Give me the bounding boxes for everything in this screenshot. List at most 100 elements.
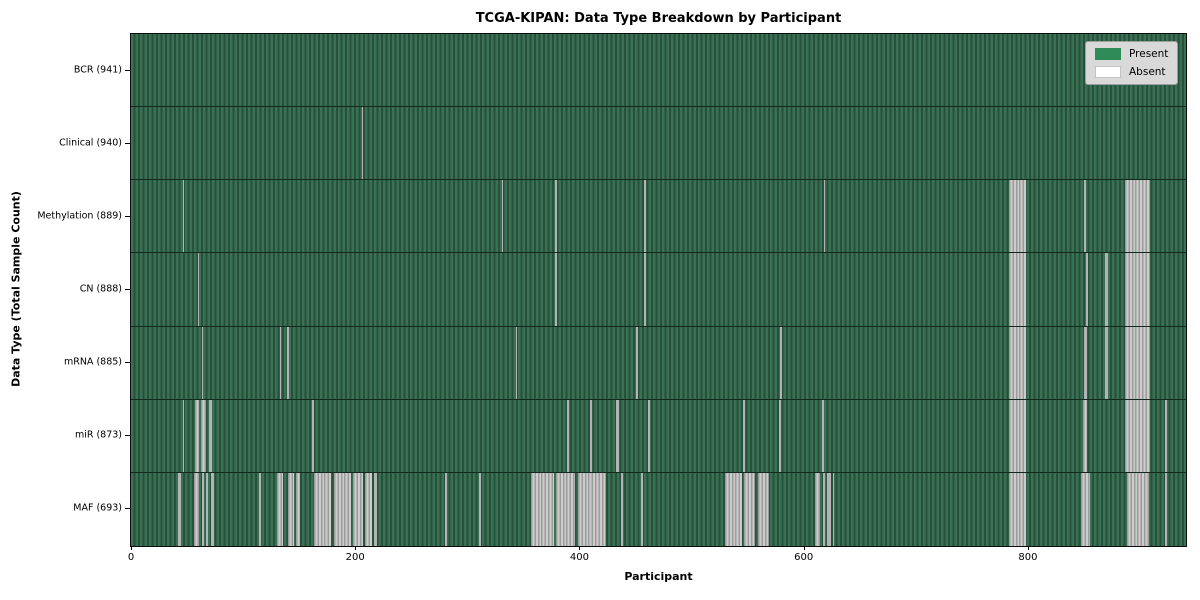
heatmap-row-mrna [131, 326, 1186, 400]
absent-stripe [182, 180, 184, 253]
absent-stripe [1126, 472, 1149, 546]
absent-stripe [1008, 180, 1026, 253]
ytick-mark [125, 289, 130, 290]
absent-stripe [1083, 180, 1087, 253]
absent-stripe [361, 107, 364, 180]
absent-swatch [1095, 66, 1121, 78]
absent-stripe [589, 399, 592, 472]
absent-stripe [822, 472, 825, 546]
absent-stripe [1008, 472, 1026, 546]
absent-stripe [286, 326, 290, 399]
absent-stripe [1125, 253, 1151, 326]
heatmap-row-clinical [131, 107, 1186, 181]
x-axis-label: Participant [624, 570, 693, 583]
absent-stripe [1008, 326, 1026, 399]
absent-stripe [1086, 253, 1089, 326]
absent-stripe [206, 472, 209, 546]
absent-stripe [1008, 399, 1026, 472]
absent-stripe [743, 399, 746, 472]
chart-title: TCGA-KIPAN: Data Type Breakdown by Parti… [475, 11, 842, 26]
heatmap-row-maf [131, 472, 1186, 546]
xtick-mark [131, 546, 132, 550]
absent-stripe [814, 472, 821, 546]
present-swatch [1095, 48, 1121, 60]
absent-stripe [200, 399, 207, 472]
absent-stripe [198, 253, 200, 326]
absent-stripe [1105, 253, 1108, 326]
absent-stripe [567, 399, 570, 472]
absent-stripe [311, 399, 314, 472]
absent-stripe [210, 472, 214, 546]
absent-stripe [780, 326, 783, 399]
absent-stripe [1008, 253, 1026, 326]
heatmap-row-mir [131, 399, 1186, 473]
absent-stripe [444, 472, 448, 546]
absent-stripe [578, 472, 607, 546]
ytick-mark [125, 215, 130, 217]
absent-stripe [647, 399, 651, 472]
xtick-label-0: 0 [127, 552, 135, 563]
absent-stripe [1083, 326, 1088, 399]
absent-stripe [554, 253, 558, 326]
absent-stripe [827, 472, 831, 546]
absent-stripe [555, 472, 575, 546]
absent-stripe [502, 180, 504, 253]
absent-stripe [295, 472, 301, 546]
absent-stripe [779, 399, 782, 472]
absent-stripe [744, 472, 756, 546]
absent-stripe [352, 472, 364, 546]
heatmap-row-cn [131, 253, 1186, 327]
absent-stripe [641, 472, 644, 546]
absent-stripe [478, 472, 481, 546]
absent-stripe [821, 399, 824, 472]
absent-stripe [757, 472, 769, 546]
absent-stripe [644, 253, 646, 326]
absent-stripe [620, 472, 624, 546]
absent-stripe [182, 399, 184, 472]
absent-stripe [287, 472, 294, 546]
xtick-label-400: 400 [569, 552, 589, 563]
heatmap-row-methylation [131, 180, 1186, 254]
absent-stripe [531, 472, 554, 546]
absent-stripe [616, 399, 619, 472]
absent-stripe [1125, 326, 1151, 399]
absent-stripe [1125, 399, 1151, 472]
xtick-label-800: 800 [1018, 552, 1038, 563]
ytick-label-maf: MAF (693) [73, 502, 122, 514]
ytick-label-mir: miR (873) [74, 429, 122, 441]
absent-stripe [1125, 180, 1151, 253]
legend-item-absent: Absent [1095, 66, 1168, 78]
absent-stripe [280, 326, 282, 399]
absent-stripe [201, 326, 203, 399]
absent-stripe [515, 326, 517, 399]
absent-stripe [1164, 472, 1167, 546]
absent-stripe [365, 472, 373, 546]
absent-stripe [1082, 399, 1088, 472]
xtick-mark [355, 546, 357, 550]
ytick-mark [125, 142, 130, 144]
absent-stripe [333, 472, 351, 546]
absent-stripe [258, 472, 262, 546]
xtick-label-200: 200 [345, 552, 365, 563]
absent-stripe [554, 180, 558, 253]
ytick-label-cn: CN (888) [79, 283, 122, 295]
absent-stripe [194, 399, 200, 472]
absent-stripe [1105, 326, 1108, 399]
legend-absent-label: Absent [1129, 66, 1166, 78]
legend-present-label: Present [1129, 48, 1169, 60]
ytick-label-mrna: mRNA (885) [63, 356, 122, 368]
xtick-mark [1027, 546, 1029, 550]
absent-stripe [313, 472, 331, 546]
ytick-mark [125, 69, 130, 71]
heatmap-row-bcr [131, 34, 1186, 108]
ytick-mark [125, 362, 130, 364]
xtick-mark [803, 546, 805, 550]
absent-stripe [201, 472, 204, 546]
ytick-mark [125, 435, 130, 437]
absent-stripe [276, 472, 284, 546]
absent-stripe [1164, 399, 1167, 472]
ytick-label-bcr: BCR (941) [73, 64, 122, 76]
xtick-mark [579, 546, 581, 550]
xtick-label-600: 600 [794, 552, 814, 563]
